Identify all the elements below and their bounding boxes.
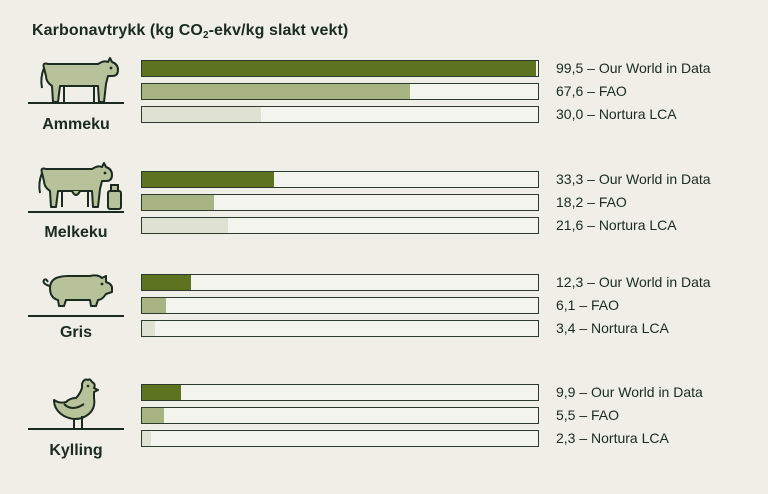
bar-fao — [142, 408, 164, 423]
bar-track — [141, 217, 539, 234]
chart-title: Karbonavtrykk (kg CO2-ekv/kg slakt vekt) — [32, 22, 349, 41]
bar-fao — [142, 84, 410, 99]
bar-track — [141, 171, 539, 188]
bar-nortura-lca — [142, 107, 261, 122]
group-gris: Gris 12,3 – Our World in Data 6,1 – FAO 3,4… — [0, 274, 768, 384]
data-label: 18,2 – FAO — [556, 194, 627, 210]
bar-our-world-in-data — [142, 275, 191, 290]
data-label: 9,9 – Our World in Data — [556, 384, 703, 400]
data-label: 21,6 – Nortura LCA — [556, 217, 677, 233]
bar-track — [141, 384, 539, 401]
bar-our-world-in-data — [142, 385, 181, 400]
category-label: Ammeku — [42, 116, 110, 133]
data-label: 2,3 – Nortura LCA — [556, 430, 669, 446]
group-melkeku: Melkeku 33,3 – Our World in Data 18,2 – FA… — [0, 162, 768, 281]
bar-nortura-lca — [142, 431, 151, 446]
data-label: 6,1 – FAO — [556, 297, 620, 313]
cow-icon — [38, 56, 122, 111]
category-label: Gris — [59, 324, 92, 341]
category-label: Kylling — [49, 442, 103, 459]
baseline-divider — [28, 211, 124, 213]
bar-our-world-in-data — [142, 61, 536, 76]
bar-track — [141, 83, 539, 100]
group-ammeku: Ammeku 99,5 – Our World in Data 67,6 – FAO… — [0, 57, 768, 170]
bar-track — [141, 297, 539, 314]
baseline-divider — [28, 102, 124, 104]
chicken-icon — [46, 376, 106, 437]
data-label: 67,6 – FAO — [556, 83, 627, 99]
pig-icon — [36, 270, 120, 315]
bar-track — [141, 274, 539, 291]
data-label: 33,3 – Our World in Data — [556, 171, 711, 187]
bar-track — [141, 194, 539, 211]
bar-track — [141, 320, 539, 337]
dairy-cow-icon — [36, 161, 124, 218]
bar-nortura-lca — [142, 218, 228, 233]
baseline-divider — [28, 315, 124, 317]
bar-track — [141, 106, 539, 123]
baseline-divider — [28, 428, 124, 430]
bar-fao — [142, 195, 214, 210]
data-label: 5,5 – FAO — [556, 407, 620, 423]
bar-track — [141, 60, 539, 77]
category-label: Melkeku — [44, 224, 108, 241]
data-label: 3,4 – Nortura LCA — [556, 320, 669, 336]
bar-our-world-in-data — [142, 172, 274, 187]
data-label: 30,0 – Nortura LCA — [556, 106, 677, 122]
data-label: 99,5 – Our World in Data — [556, 60, 711, 76]
bar-track — [141, 407, 539, 424]
data-label: 12,3 – Our World in Data — [556, 274, 711, 290]
group-kylling: Kylling 9,9 – Our World in Data 5,5 – FAO 2… — [0, 378, 768, 494]
bar-track — [141, 430, 539, 447]
bar-nortura-lca — [142, 321, 155, 336]
bar-fao — [142, 298, 166, 313]
